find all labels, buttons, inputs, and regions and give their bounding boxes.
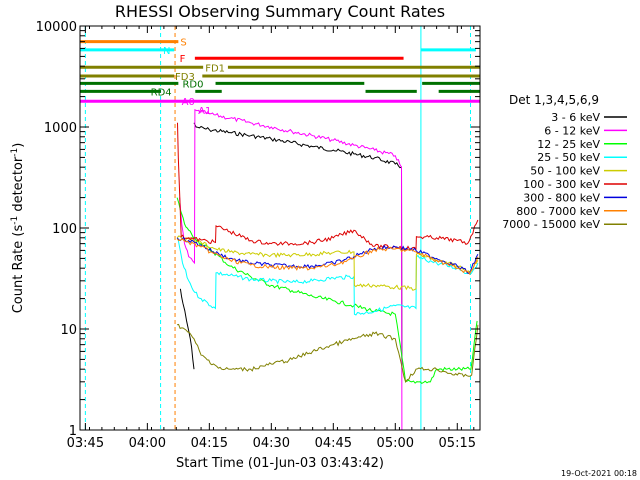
series-line-5 (176, 235, 479, 291)
flag-label-fd3: FD3 (175, 72, 195, 83)
y-tick-label-0: 1 (69, 424, 77, 439)
x-tick-label-5: 05:00 (377, 436, 414, 451)
y-label-sup1: -1 (10, 216, 20, 225)
x-tick-label-4: 04:45 (315, 436, 352, 451)
y-axis-label: Count Rate (s-1 detector-1) (10, 143, 26, 314)
legend-label-1: 6 - 12 keV (544, 124, 600, 137)
y-label-mid: detector (11, 156, 26, 216)
plot-frame (79, 25, 481, 431)
series-line-7 (176, 236, 479, 275)
series-line-3 (176, 197, 478, 385)
y-label-end: ) (11, 143, 26, 148)
series-line-2 (179, 109, 403, 431)
chart-title: RHESSI Observing Summary Count Rates (115, 2, 445, 21)
legend-label-4: 50 - 100 keV (530, 165, 600, 178)
flag-label-f: F (180, 54, 186, 65)
x-axis-label: Start Time (01-Jun-03 03:43:42) (176, 456, 384, 471)
legend-label-2: 12 - 25 keV (537, 138, 600, 151)
y-axis-ticks: 1 10 100 1000 10000 (36, 20, 480, 439)
flag-label-rd0: RD0 (182, 79, 203, 90)
series-lines (176, 109, 479, 431)
vertical-markers (84, 26, 471, 430)
flag-label-rd4: RD4 (151, 87, 172, 98)
y-tick-label-3: 1000 (44, 121, 77, 136)
x-tick-label-2: 04:15 (191, 436, 228, 451)
series-line-8 (176, 238, 479, 276)
flag-label-a0: A0 (182, 97, 195, 108)
y-tick-label-1: 10 (60, 323, 77, 338)
x-axis-ticks: 03:45 04:00 04:15 04:30 04:45 05:00 05:15 (67, 26, 476, 451)
flag-label-s: S (180, 38, 186, 49)
series-line-0 (193, 122, 403, 370)
legend-label-5: 100 - 300 keV (523, 178, 600, 191)
legend-label-8: 7000 - 15000 keV (502, 218, 600, 231)
legend-label-0: 3 - 6 keV (551, 111, 600, 124)
y-tick-label-2: 100 (52, 222, 77, 237)
series-line-4 (177, 237, 479, 316)
x-tick-label-1: 04:00 (129, 436, 166, 451)
series-line-1 (179, 288, 195, 370)
legend-label-3: 25 - 50 keV (537, 151, 600, 164)
y-label-sup2: -1 (10, 148, 20, 157)
legend-header: Det 1,3,4,5,6,9 (509, 93, 599, 107)
x-tick-label-0: 03:45 (67, 436, 104, 451)
legend-label-7: 800 - 7000 keV (516, 205, 600, 218)
x-tick-label-6: 05:15 (439, 436, 476, 451)
x-tick-label-3: 04:30 (253, 436, 290, 451)
flag-label-n: N (163, 46, 170, 57)
y-tick-label-4: 10000 (36, 20, 77, 35)
series-line-6 (177, 122, 479, 251)
legend-label-6: 300 - 800 keV (523, 191, 600, 204)
y-label-main: Count Rate (s (11, 225, 26, 314)
footer-date: 19-Oct-2021 00:18 (561, 469, 637, 478)
series-line-9 (177, 323, 479, 383)
flag-label-fd1: FD1 (205, 63, 225, 74)
